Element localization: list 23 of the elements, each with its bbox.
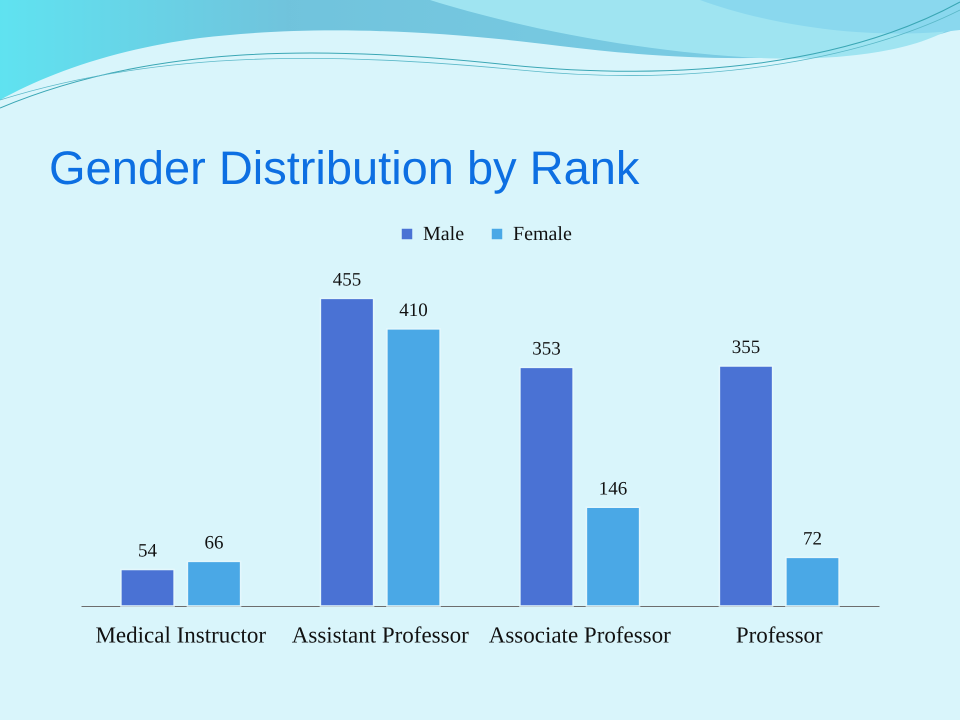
legend-label: Female — [513, 223, 572, 245]
bar — [120, 568, 175, 607]
x-tick-label: Professor — [736, 622, 824, 648]
bar — [186, 560, 242, 607]
data-label: 54 — [138, 540, 158, 562]
data-label: 410 — [399, 300, 428, 321]
bar — [386, 328, 441, 607]
data-label: 353 — [532, 338, 561, 360]
data-label: 455 — [332, 269, 362, 290]
data-label: 355 — [732, 337, 760, 358]
bar — [586, 506, 640, 607]
bar — [519, 366, 574, 607]
bar — [320, 298, 374, 607]
data-label: 146 — [598, 478, 628, 500]
data-label: 66 — [204, 532, 224, 554]
legend-label: Male — [423, 223, 464, 245]
x-tick-label: Medical Instructor — [95, 622, 266, 648]
chart-title: Gender Distribution by Rank — [49, 141, 640, 194]
bar — [785, 556, 840, 607]
x-tick-label: Assistant Professor — [292, 622, 470, 648]
data-label: 72 — [803, 528, 822, 550]
x-tick-label: Associate Professor — [488, 622, 672, 648]
bar — [718, 365, 774, 607]
